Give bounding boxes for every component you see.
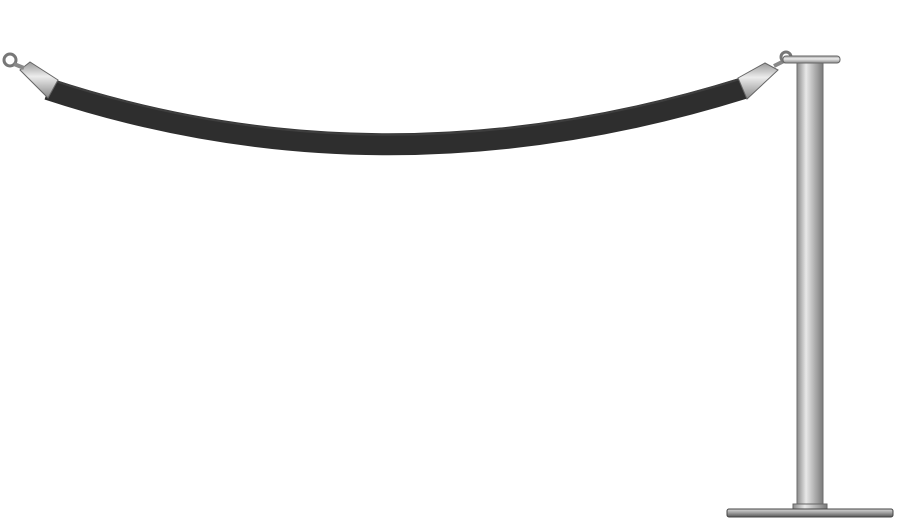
post-base [726,508,894,518]
post [796,61,824,511]
rope [44,77,748,156]
left-rope-end [2,52,59,99]
rope-highlight [51,78,741,136]
post-cap [782,55,841,64]
